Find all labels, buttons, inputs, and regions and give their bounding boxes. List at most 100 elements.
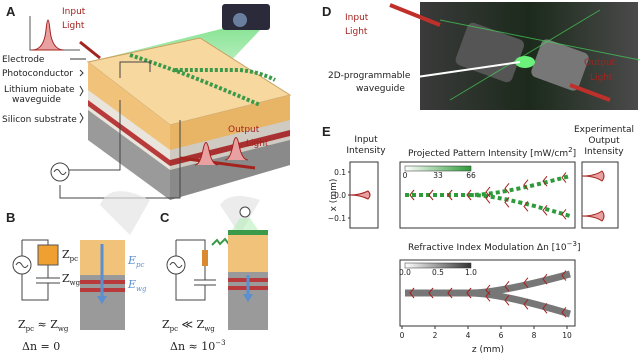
waveguide-layer (88, 100, 170, 166)
panel-label: D (322, 4, 331, 19)
chevron (561, 270, 567, 281)
text: 2 (568, 146, 572, 154)
layer-label: waveguide (12, 95, 61, 105)
text: ] (577, 243, 581, 253)
input-light: Input (62, 7, 86, 17)
arrow (79, 40, 101, 60)
arrow (179, 156, 256, 170)
output-intensity: Output (588, 136, 620, 146)
layer-label: Photoconductor (2, 69, 73, 79)
plot-title: Refractive Index Modulation Δn [10−3] (408, 240, 580, 253)
chevron (485, 193, 491, 204)
chevron (504, 183, 510, 194)
x-tick-label: 10 (562, 331, 572, 340)
capacitor (194, 266, 216, 290)
x-tick-label: 2 (433, 331, 438, 340)
colorbar-tick: 0.0 (399, 268, 411, 277)
text: pc (70, 255, 78, 263)
text: wg (70, 279, 81, 287)
output-intensity: Experimental (574, 125, 634, 135)
green-light (439, 9, 640, 101)
index-profile (405, 270, 572, 318)
x-tick-label: 0 (400, 331, 405, 340)
e-pc: Epc (127, 254, 145, 269)
frame (399, 161, 576, 229)
output-light: Light (246, 139, 269, 149)
delta-n: Δn = 0 (22, 340, 60, 353)
colorbar-tick: 33 (433, 171, 443, 180)
chevron (447, 287, 453, 299)
text: wg (204, 325, 215, 333)
delta-n: Δn ≈ 10−3 (170, 339, 226, 353)
plot-title: Projected Pattern Intensity [mW/cm2] (408, 146, 576, 159)
chevron (561, 307, 567, 318)
z-pc (37, 244, 59, 266)
output-intensity: Intensity (584, 147, 624, 157)
objective (531, 39, 589, 91)
z-pc-label: Zpc (62, 248, 78, 263)
pulses (194, 137, 249, 166)
output-light: Output (584, 58, 616, 68)
colorbar (404, 165, 472, 172)
x-label: z (mm) (472, 345, 504, 355)
text: E (127, 254, 136, 267)
arrow (569, 83, 611, 102)
colorbar (404, 262, 472, 269)
layer-label: Silicon substrate (2, 115, 77, 125)
layer-label: Lithium niobate (4, 85, 75, 95)
panel-label: A (6, 4, 16, 19)
equation: Zpc ≈ Zwg (18, 318, 69, 333)
colorbar-tick: 0.5 (432, 268, 444, 277)
panel-label: B (6, 210, 15, 225)
chevron (447, 189, 453, 201)
output-light: Output (228, 125, 260, 135)
chevron (428, 287, 434, 299)
chevron (523, 201, 529, 212)
chevron (542, 303, 548, 314)
input-intensity: Input (354, 135, 378, 145)
panel-d: D Input Light Output Light 2D-programmab… (322, 2, 640, 110)
source-symbol (53, 169, 67, 175)
photoconductor (170, 95, 290, 150)
pointer (409, 61, 521, 79)
photoconductor (88, 62, 170, 150)
photoconductor (228, 230, 268, 272)
chevron (409, 189, 415, 201)
text: wg (136, 285, 147, 293)
braces (70, 58, 86, 124)
text: Z (62, 248, 70, 261)
photo (420, 2, 638, 110)
text: Δn ≈ 10 (170, 340, 215, 353)
x-tick-label: 8 (532, 331, 537, 340)
chevron (485, 291, 491, 302)
input-intensity: Intensity (346, 146, 386, 156)
panel-e: E Input Intensity Experimental Output In… (322, 124, 634, 355)
text: pc (170, 325, 178, 333)
text: Refractive Index Modulation Δn [10 (408, 243, 567, 253)
objective (455, 22, 525, 83)
text: wg (58, 325, 69, 333)
chevron (504, 295, 510, 306)
text: ≈ Z (34, 318, 58, 331)
wires (21, 239, 49, 301)
output-light: Light (590, 73, 613, 83)
y-tick-label: −0.1 (328, 214, 346, 223)
input-light: Input (345, 13, 369, 23)
x-tick-label: 4 (466, 331, 471, 340)
panel-label: C (160, 210, 170, 225)
chevron (523, 179, 529, 191)
frame (399, 259, 576, 327)
lamp (239, 206, 251, 218)
arrow-head (243, 294, 253, 302)
text: −3 (215, 339, 225, 347)
chevron (466, 189, 472, 201)
pulse (31, 19, 65, 51)
chevron (561, 209, 567, 220)
y-tick-label: 0.1 (334, 168, 346, 177)
panel-a: A Input Light Electrode Photoconductor L… (2, 4, 292, 235)
text: E (127, 278, 136, 291)
waveguide-label: waveguide (356, 84, 405, 94)
text: Z (62, 272, 70, 285)
text: Z (18, 318, 26, 331)
